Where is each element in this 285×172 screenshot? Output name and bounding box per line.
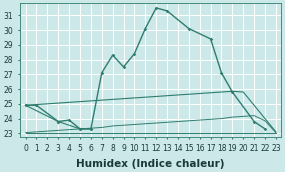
X-axis label: Humidex (Indice chaleur): Humidex (Indice chaleur)	[76, 159, 225, 169]
